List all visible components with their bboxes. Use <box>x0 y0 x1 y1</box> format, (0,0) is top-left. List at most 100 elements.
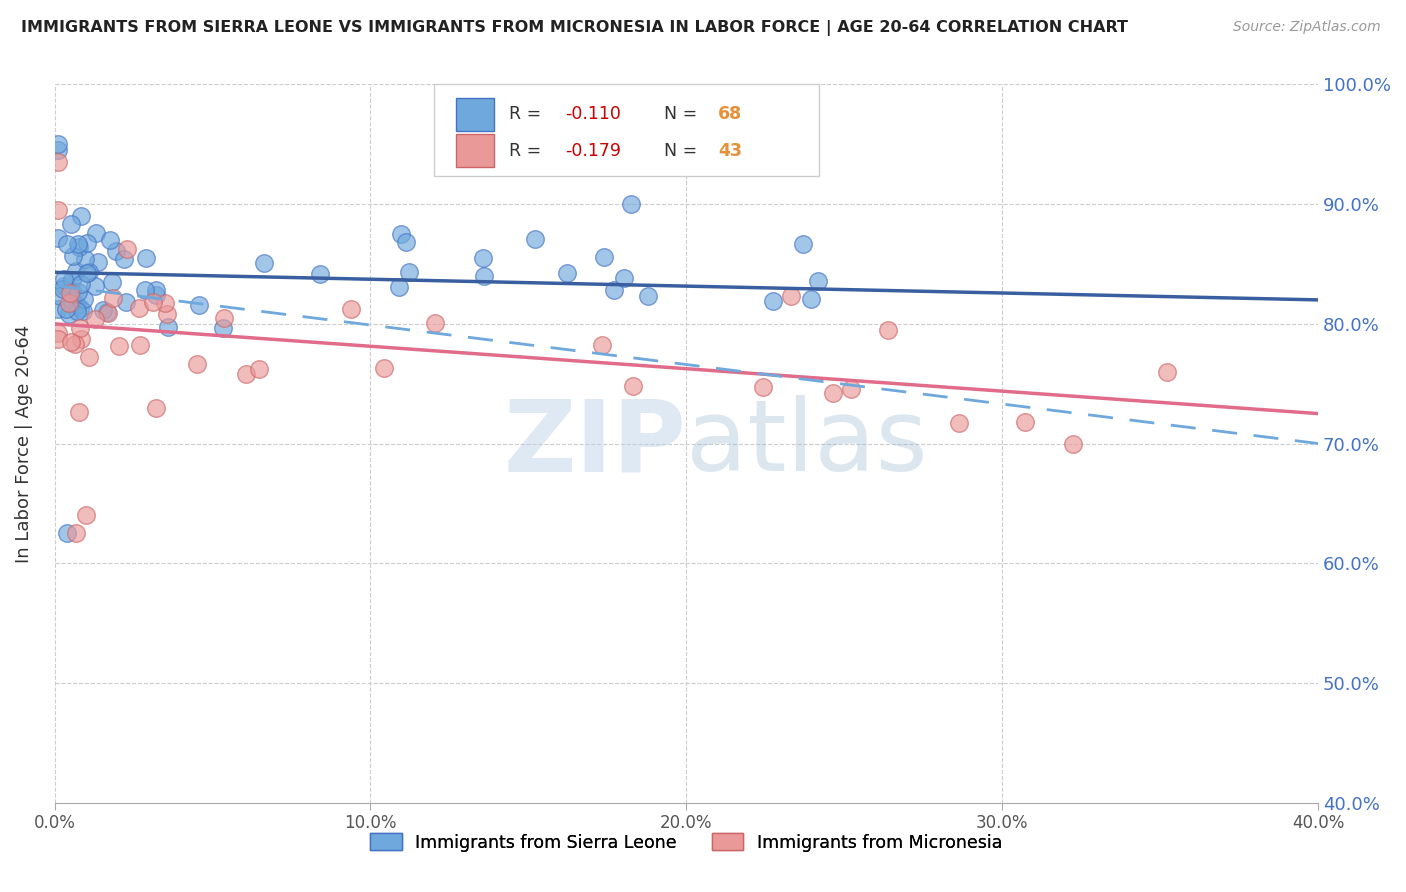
Point <box>128 301 150 315</box>
Legend: Immigrants from Sierra Leone, Immigrants from Micronesia: Immigrants from Sierra Leone, Immigrants… <box>363 826 1010 858</box>
Point <box>395 235 418 249</box>
Point <box>153 296 176 310</box>
Point <box>60 294 83 309</box>
Point <box>86 255 108 269</box>
Point <box>388 279 411 293</box>
Point <box>52 283 75 297</box>
Text: N =: N = <box>664 105 703 123</box>
Point <box>839 383 862 397</box>
Point <box>84 279 107 293</box>
Point <box>46 155 69 169</box>
Y-axis label: In Labor Force | Age 20-64: In Labor Force | Age 20-64 <box>15 325 32 563</box>
Point <box>76 266 98 280</box>
Point <box>46 301 69 316</box>
Point <box>145 287 167 301</box>
Point <box>212 321 235 335</box>
Point <box>423 316 446 330</box>
Point <box>389 227 412 241</box>
Point <box>86 226 108 240</box>
Point <box>49 289 72 303</box>
Point <box>247 362 270 376</box>
Point <box>524 232 547 246</box>
Point <box>65 526 87 541</box>
Point <box>77 350 100 364</box>
Text: R =: R = <box>509 105 547 123</box>
Point <box>112 252 135 267</box>
Point <box>156 307 179 321</box>
Text: -0.179: -0.179 <box>565 142 621 161</box>
Point <box>157 319 180 334</box>
Point <box>46 231 69 245</box>
Point <box>60 284 83 298</box>
Point <box>96 305 118 319</box>
Point <box>73 252 96 266</box>
Point <box>69 321 91 335</box>
Point <box>188 298 211 312</box>
Point <box>67 236 90 251</box>
Point <box>97 306 120 320</box>
Point <box>309 268 332 282</box>
Point <box>135 251 157 265</box>
Text: -0.110: -0.110 <box>565 105 621 123</box>
Point <box>555 266 578 280</box>
Point <box>471 251 494 265</box>
Point <box>823 386 845 401</box>
Point <box>105 244 128 259</box>
Point <box>108 339 131 353</box>
Point <box>129 338 152 352</box>
Point <box>134 283 156 297</box>
Point <box>46 203 69 218</box>
Point <box>235 368 257 382</box>
Point <box>145 401 167 415</box>
Point <box>67 405 90 419</box>
Point <box>186 357 208 371</box>
Point <box>340 301 363 316</box>
Point <box>948 416 970 430</box>
Text: ZIP: ZIP <box>503 395 686 492</box>
FancyBboxPatch shape <box>433 85 820 177</box>
Text: IMMIGRANTS FROM SIERRA LEONE VS IMMIGRANTS FROM MICRONESIA IN LABOR FORCE | AGE : IMMIGRANTS FROM SIERRA LEONE VS IMMIGRAN… <box>21 20 1128 36</box>
Text: atlas: atlas <box>686 395 928 492</box>
Point <box>60 273 83 287</box>
Point <box>253 256 276 270</box>
Point <box>621 379 644 393</box>
Point <box>780 289 803 303</box>
Point <box>101 291 124 305</box>
Point <box>1062 437 1084 451</box>
Point <box>58 307 80 321</box>
Point <box>398 265 420 279</box>
Point <box>53 271 76 285</box>
Point <box>603 284 626 298</box>
Point <box>66 285 89 299</box>
Text: Source: ZipAtlas.com: Source: ZipAtlas.com <box>1233 20 1381 34</box>
Point <box>751 380 773 394</box>
Text: 43: 43 <box>718 142 742 161</box>
Point <box>55 301 77 316</box>
Point <box>52 279 75 293</box>
Point <box>56 526 79 541</box>
Point <box>762 293 785 308</box>
Point <box>799 292 821 306</box>
Point <box>79 265 101 279</box>
Point <box>60 334 83 349</box>
Point <box>115 295 138 310</box>
Point <box>46 143 69 157</box>
Point <box>792 236 814 251</box>
Point <box>66 303 89 318</box>
Point <box>70 332 93 346</box>
Point <box>84 311 107 326</box>
Point <box>59 285 82 300</box>
Point <box>637 289 659 303</box>
Point <box>212 310 235 325</box>
Point <box>1014 415 1036 429</box>
Point <box>1156 365 1178 379</box>
Point <box>91 302 114 317</box>
Bar <box>457 98 495 131</box>
Point <box>72 303 94 318</box>
Point <box>76 236 98 251</box>
Point <box>69 301 91 316</box>
Point <box>55 237 77 252</box>
Point <box>70 277 93 292</box>
Point <box>75 508 97 523</box>
Point <box>472 268 495 283</box>
